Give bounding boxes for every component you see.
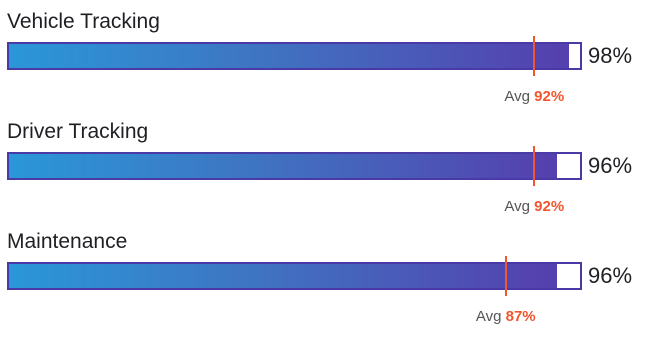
- value-label: 96%: [588, 263, 633, 288]
- value-label: 98%: [588, 43, 633, 68]
- average-prefix: Avg: [475, 308, 506, 325]
- average-marker: [533, 36, 536, 76]
- bar-fill: [9, 44, 569, 68]
- average-prefix: Avg: [504, 198, 535, 215]
- average-prefix: Avg: [504, 88, 535, 105]
- bar-track: [7, 262, 582, 290]
- bar-track: [7, 152, 582, 180]
- metric-label: Driver Tracking: [7, 120, 149, 143]
- bar-fill: [9, 154, 558, 178]
- metric-row: Maintenance 96% Avg 87%: [0, 230, 645, 340]
- average-value: 87%: [505, 308, 536, 325]
- metric-label: Vehicle Tracking: [7, 10, 160, 33]
- bar-fill: [9, 264, 558, 288]
- bar-track: [7, 42, 582, 70]
- average-caption: Avg 92%: [504, 88, 564, 106]
- average-value: 92%: [534, 198, 565, 215]
- metric-label: Maintenance: [7, 230, 128, 253]
- value-label: 96%: [588, 153, 633, 178]
- average-caption: Avg 92%: [504, 198, 564, 216]
- average-marker: [533, 146, 536, 186]
- average-marker: [504, 256, 507, 296]
- average-value: 92%: [534, 88, 565, 105]
- metric-row: Vehicle Tracking 98% Avg 92%: [0, 10, 645, 120]
- tracking-chart: Vehicle Tracking 98% Avg 92% Driver Trackin…: [0, 10, 645, 325]
- metric-row: Driver Tracking 96% Avg 92%: [0, 120, 645, 230]
- average-caption: Avg 87%: [476, 308, 536, 326]
